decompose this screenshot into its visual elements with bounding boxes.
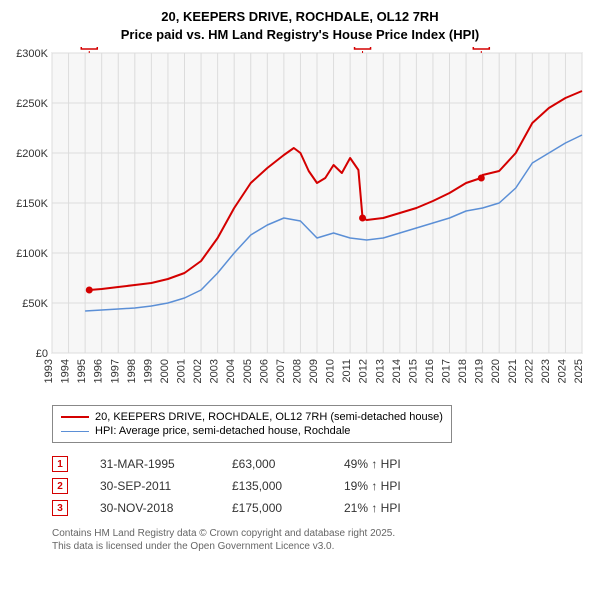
- svg-text:1994: 1994: [60, 359, 72, 383]
- legend-label-price: 20, KEEPERS DRIVE, ROCHDALE, OL12 7RH (s…: [95, 411, 443, 423]
- sales-row: 1 31-MAR-1995 £63,000 49% ↑ HPI: [52, 453, 590, 475]
- svg-text:£0: £0: [36, 348, 48, 360]
- svg-text:2006: 2006: [258, 359, 270, 383]
- svg-text:2016: 2016: [424, 359, 436, 383]
- footer-line2: This data is licensed under the Open Gov…: [52, 540, 590, 553]
- svg-text:2004: 2004: [225, 359, 237, 383]
- sale-date: 30-SEP-2011: [100, 479, 200, 493]
- footer-line1: Contains HM Land Registry data © Crown c…: [52, 527, 590, 540]
- sale-marker-2: 2: [52, 478, 68, 494]
- svg-text:2012: 2012: [358, 359, 370, 383]
- sale-price: £63,000: [232, 457, 312, 471]
- sale-marker-3: 3: [52, 500, 68, 516]
- sales-row: 2 30-SEP-2011 £135,000 19% ↑ HPI: [52, 475, 590, 497]
- svg-text:2011: 2011: [341, 359, 353, 383]
- sale-price: £135,000: [232, 479, 312, 493]
- svg-text:1998: 1998: [126, 359, 138, 383]
- legend-label-hpi: HPI: Average price, semi-detached house,…: [95, 425, 350, 437]
- svg-text:2018: 2018: [457, 359, 469, 383]
- svg-text:£200K: £200K: [16, 148, 48, 160]
- svg-text:1997: 1997: [109, 359, 121, 383]
- svg-text:2025: 2025: [573, 359, 585, 383]
- svg-text:£300K: £300K: [16, 48, 48, 60]
- legend-swatch-hpi: [61, 431, 89, 432]
- svg-text:2015: 2015: [407, 359, 419, 383]
- svg-text:2008: 2008: [291, 359, 303, 383]
- svg-text:2021: 2021: [507, 359, 519, 383]
- svg-text:3: 3: [479, 47, 485, 48]
- svg-text:£100K: £100K: [16, 248, 48, 260]
- svg-text:2002: 2002: [192, 359, 204, 383]
- svg-text:£250K: £250K: [16, 98, 48, 110]
- svg-text:2014: 2014: [391, 359, 403, 383]
- svg-text:2003: 2003: [209, 359, 221, 383]
- svg-text:2017: 2017: [441, 359, 453, 383]
- svg-text:£150K: £150K: [16, 198, 48, 210]
- svg-text:2001: 2001: [176, 359, 188, 383]
- chart-container: 20, KEEPERS DRIVE, ROCHDALE, OL12 7RH Pr…: [0, 0, 600, 561]
- sale-hpi: 19% ↑ HPI: [344, 479, 434, 493]
- svg-text:£50K: £50K: [22, 298, 48, 310]
- legend-item-price: 20, KEEPERS DRIVE, ROCHDALE, OL12 7RH (s…: [61, 410, 443, 424]
- svg-text:2010: 2010: [325, 359, 337, 383]
- svg-text:2024: 2024: [556, 359, 568, 383]
- svg-text:2013: 2013: [374, 359, 386, 383]
- sales-table: 1 31-MAR-1995 £63,000 49% ↑ HPI 2 30-SEP-2011…: [52, 453, 590, 519]
- svg-text:1996: 1996: [93, 359, 105, 383]
- svg-text:2009: 2009: [308, 359, 320, 383]
- title-line2: Price paid vs. HM Land Registry's House …: [10, 26, 590, 44]
- line-chart-svg: £0 £50K £100K £150K £200K £250K £300K 1993 1994 1…: [10, 47, 590, 397]
- svg-text:2000: 2000: [159, 359, 171, 383]
- svg-text:2007: 2007: [275, 359, 287, 383]
- footer-attribution: Contains HM Land Registry data © Crown c…: [52, 527, 590, 553]
- svg-text:2020: 2020: [490, 359, 502, 383]
- chart-title: 20, KEEPERS DRIVE, ROCHDALE, OL12 7RH Pr…: [10, 8, 590, 43]
- svg-text:1: 1: [86, 47, 92, 48]
- sale-price: £175,000: [232, 501, 312, 515]
- title-line1: 20, KEEPERS DRIVE, ROCHDALE, OL12 7RH: [10, 8, 590, 26]
- sale-date: 30-NOV-2018: [100, 501, 200, 515]
- sale-marker-1: 1: [52, 456, 68, 472]
- legend: 20, KEEPERS DRIVE, ROCHDALE, OL12 7RH (s…: [52, 405, 452, 443]
- sale-date: 31-MAR-1995: [100, 457, 200, 471]
- svg-text:2023: 2023: [540, 359, 552, 383]
- svg-text:2005: 2005: [242, 359, 254, 383]
- svg-text:1995: 1995: [76, 359, 88, 383]
- sale-hpi: 49% ↑ HPI: [344, 457, 434, 471]
- legend-item-hpi: HPI: Average price, semi-detached house,…: [61, 424, 443, 438]
- svg-text:2019: 2019: [474, 359, 486, 383]
- svg-text:1999: 1999: [142, 359, 154, 383]
- chart-area: £0 £50K £100K £150K £200K £250K £300K 1993 1994 1…: [10, 47, 590, 397]
- svg-text:2022: 2022: [523, 359, 535, 383]
- sales-row: 3 30-NOV-2018 £175,000 21% ↑ HPI: [52, 497, 590, 519]
- svg-text:1993: 1993: [43, 359, 55, 383]
- sale-hpi: 21% ↑ HPI: [344, 501, 434, 515]
- legend-swatch-price: [61, 416, 89, 418]
- svg-text:2: 2: [360, 47, 366, 48]
